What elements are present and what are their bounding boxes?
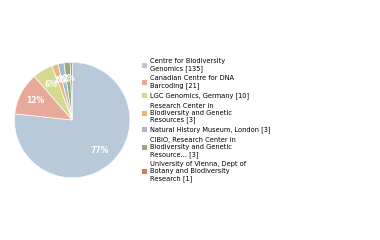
Text: 12%: 12% [26, 96, 44, 105]
Wedge shape [64, 62, 72, 120]
Wedge shape [52, 64, 72, 120]
Legend: Centre for Biodiversity
Genomics [135], Canadian Centre for DNA
Barcoding [21], : Centre for Biodiversity Genomics [135], … [141, 57, 272, 183]
Wedge shape [14, 62, 130, 178]
Wedge shape [34, 66, 72, 120]
Wedge shape [15, 76, 72, 120]
Text: 77%: 77% [91, 146, 109, 156]
Text: 6%: 6% [44, 80, 57, 89]
Wedge shape [70, 62, 72, 120]
Text: 2%: 2% [58, 75, 71, 84]
Text: 2%: 2% [62, 74, 75, 83]
Text: 2%: 2% [53, 76, 66, 85]
Wedge shape [58, 63, 72, 120]
